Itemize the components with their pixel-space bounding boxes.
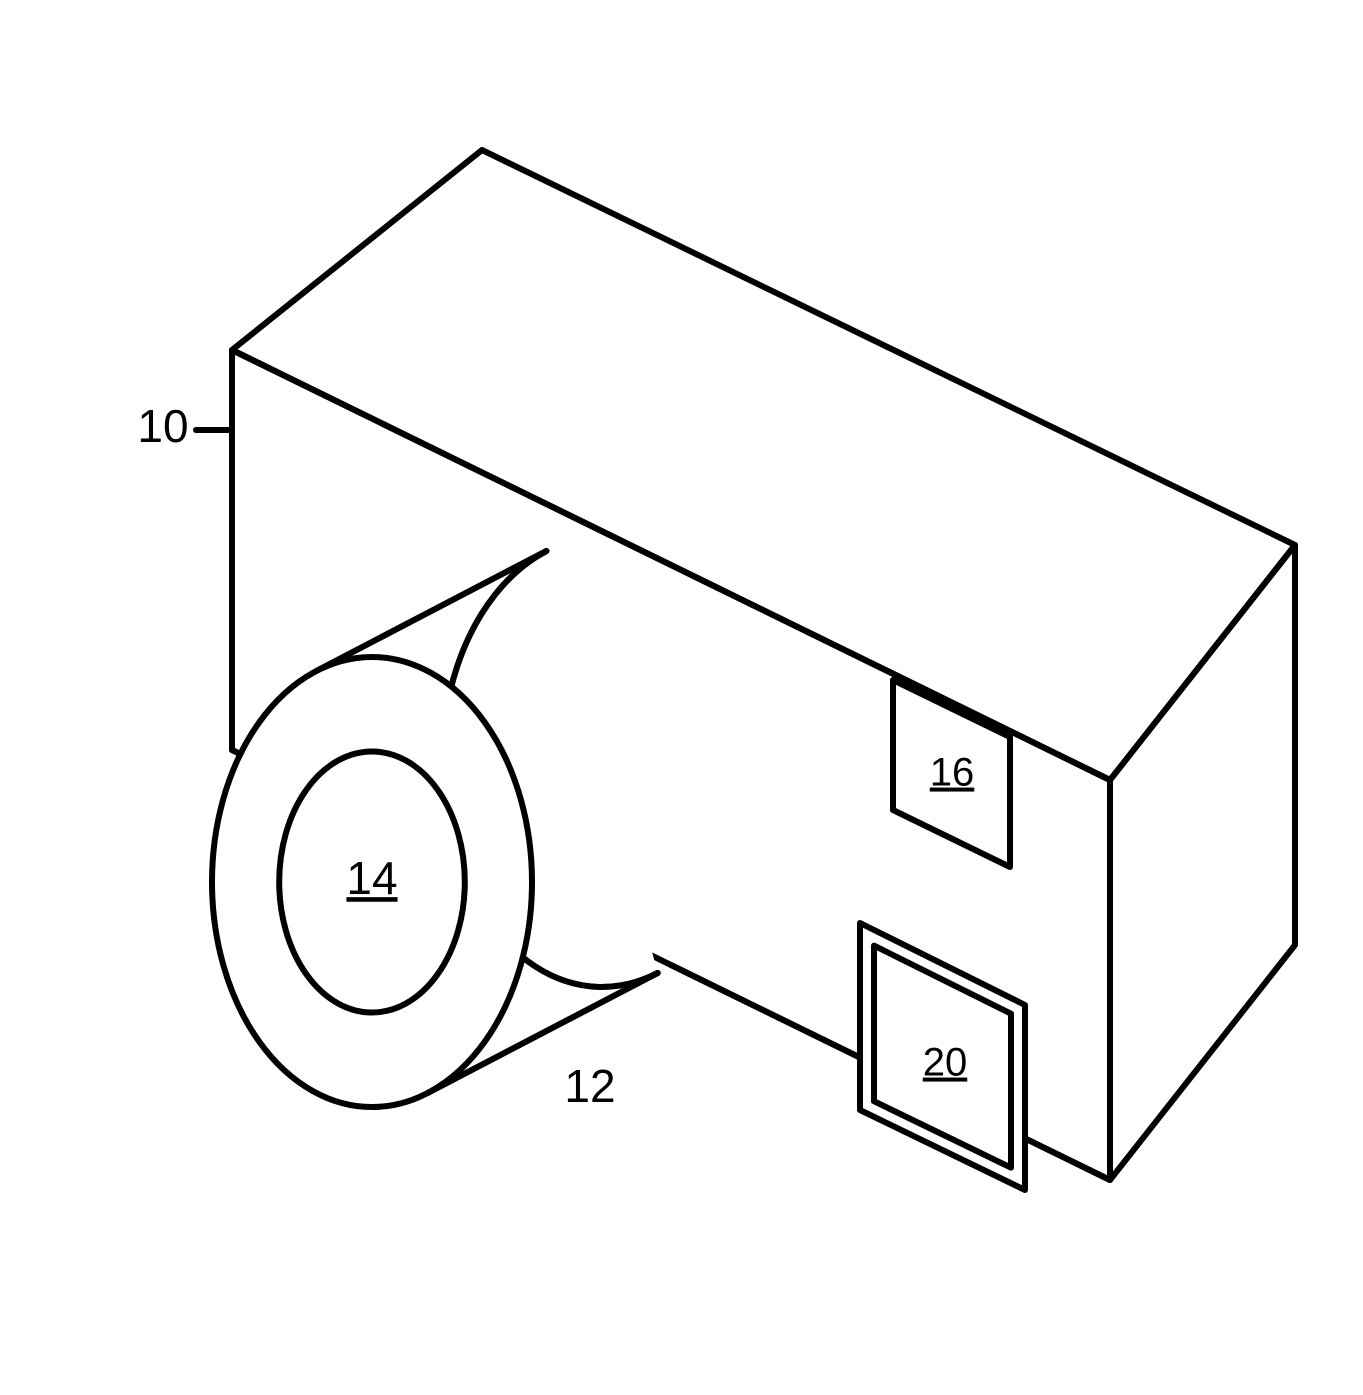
svg-text:12: 12 [564, 1060, 615, 1112]
svg-text:10: 10 [137, 400, 188, 452]
svg-text:14: 14 [346, 852, 397, 904]
svg-text:20: 20 [923, 1041, 968, 1085]
svg-text:16: 16 [930, 751, 975, 795]
